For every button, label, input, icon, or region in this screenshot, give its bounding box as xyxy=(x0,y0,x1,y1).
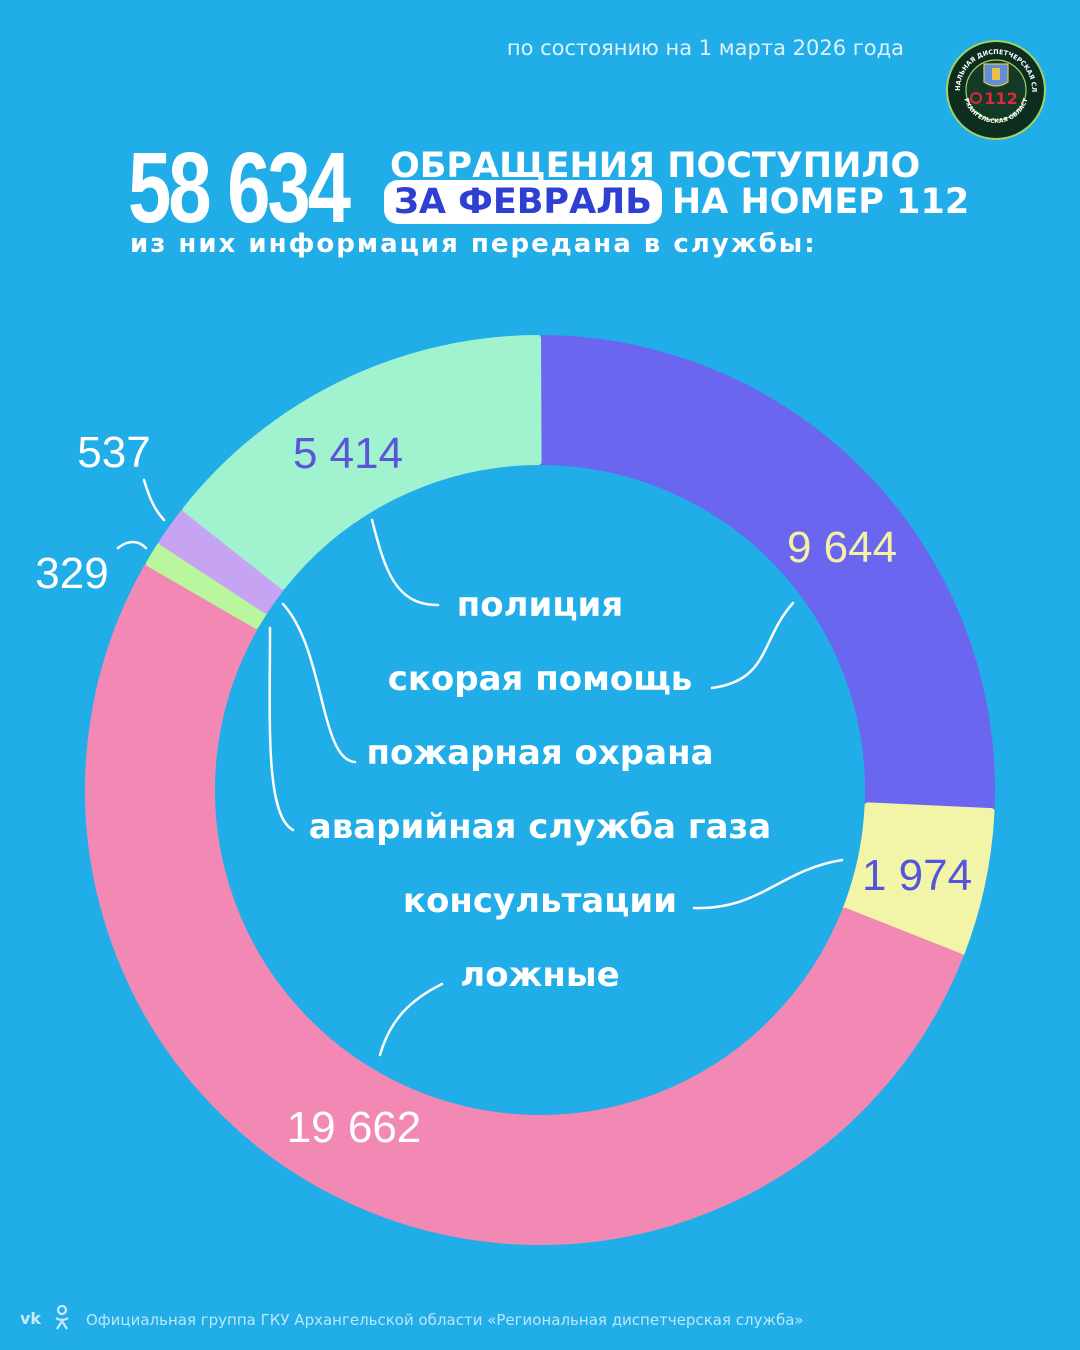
value-label-3: 329 xyxy=(35,549,108,598)
cat-police: полиция xyxy=(457,585,623,625)
value-label-5: 5 414 xyxy=(293,429,403,478)
headline-line2: ЗА ФЕВРАЛЬ НА НОМЕР 112 xyxy=(384,180,969,224)
cat-fire: пожарная охрана xyxy=(366,733,713,773)
leader-537 xyxy=(142,478,166,522)
cat-consult: консультации xyxy=(403,881,677,921)
donut-slice-2 xyxy=(85,564,964,1245)
value-label-1: 1 974 xyxy=(862,851,972,900)
value-label-0: 9 644 xyxy=(787,523,897,572)
leader-false xyxy=(378,982,444,1057)
coat-of-arms-phone-icon: РЕГИОНАЛЬНАЯ ДИСПЕТЧЕРСКАЯ СЛУЖБА АРХАНГ… xyxy=(946,40,1046,140)
cat-gas: аварийная служба газа xyxy=(309,807,771,847)
leader-gas xyxy=(268,626,295,832)
subheadline: из них информация передана в службы: xyxy=(130,229,817,259)
headline-line1: ОБРАЩЕНИЯ ПОСТУПИЛО xyxy=(390,146,921,186)
donut-slice-1 xyxy=(842,802,995,956)
value-label-4: 537 xyxy=(77,428,150,477)
logo-center-text: 112 xyxy=(984,89,1017,108)
svg-text:vk: vk xyxy=(20,1309,41,1328)
leader-police xyxy=(370,518,440,607)
total-calls: 58 634 xyxy=(128,132,351,244)
month-pill: ЗА ФЕВРАЛЬ xyxy=(384,180,662,224)
leader-consult xyxy=(692,858,844,910)
leader-fire xyxy=(281,602,357,764)
donut-slice-0 xyxy=(538,335,995,811)
cat-ambulance: скорая помощь xyxy=(388,659,693,699)
leader-ambulance xyxy=(710,601,795,690)
date-note: по состоянию на 1 марта 2026 года xyxy=(506,36,904,60)
donut-slice-5 xyxy=(182,335,542,590)
cat-false: ложные xyxy=(460,955,619,995)
headline-line2-rest: НА НОМЕР 112 xyxy=(671,182,970,222)
vk-icon[interactable]: vk xyxy=(20,1309,41,1328)
value-label-2: 19 662 xyxy=(287,1103,422,1152)
odnoklassniki-icon[interactable] xyxy=(55,1304,69,1330)
footer-text: Официальная группа ГКУ Архангельской обл… xyxy=(86,1311,804,1329)
leader-329 xyxy=(116,540,148,550)
